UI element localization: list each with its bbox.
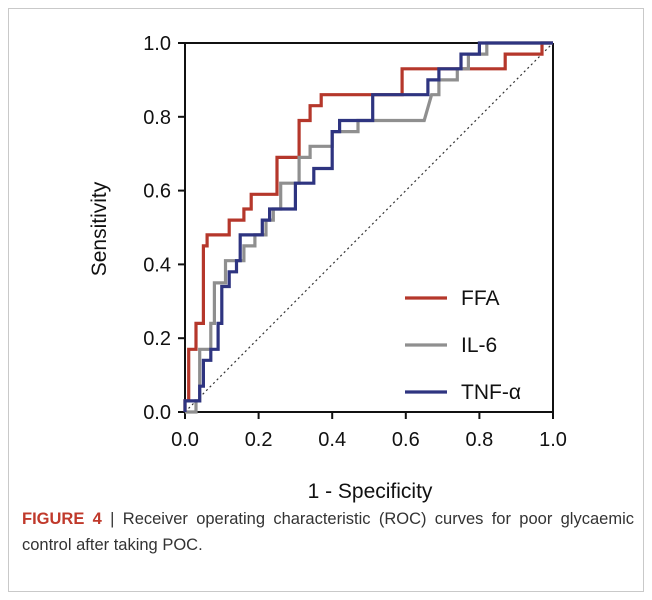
x-tick-label: 1.0 xyxy=(539,429,567,451)
roc-chart: 0.0 0.2 0.4 0.6 0.8 1.0 0.0 0.2 0.4 0.6 0.8 1.0 FFA… xyxy=(88,33,567,503)
y-tick-label: 0.4 xyxy=(143,254,171,276)
x-tick-label: 0.6 xyxy=(392,429,420,451)
x-tick-label: 0.2 xyxy=(245,429,273,451)
legend-label: FFA xyxy=(461,287,500,310)
x-tick-label: 0.0 xyxy=(171,429,199,451)
legend-label: IL-6 xyxy=(461,334,497,357)
roc-curves xyxy=(183,41,553,414)
caption-separator: | xyxy=(110,510,115,528)
roc-curve-ffa xyxy=(183,41,553,412)
y-tick-label: 1.0 xyxy=(143,33,171,55)
y-tick-label: 0.6 xyxy=(143,181,171,203)
reference-diagonal xyxy=(184,42,554,413)
figure-caption: FIGURE 4 | Receiver operating characteri… xyxy=(22,506,634,558)
caption-label: FIGURE 4 xyxy=(22,510,102,528)
roc-curve-il-6 xyxy=(185,41,553,414)
roc-curve-tnf- xyxy=(183,41,553,412)
y-axis-label: Sensitivity xyxy=(88,181,111,276)
chart-legend: FFA IL-6 TNF-α xyxy=(405,287,521,404)
x-tick-label: 0.4 xyxy=(318,429,346,451)
caption-text: Receiver operating characteristic (ROC) … xyxy=(22,510,634,554)
chart-axes: 0.0 0.2 0.4 0.6 0.8 1.0 0.0 0.2 0.4 0.6 0.8 1.0 xyxy=(143,33,567,451)
y-tick-label: 0.8 xyxy=(143,107,171,129)
figure-frame xyxy=(8,8,644,592)
y-tick-label: 0.0 xyxy=(143,402,171,424)
reference-line xyxy=(184,42,554,413)
y-tick-label: 0.2 xyxy=(143,328,171,350)
x-axis-label: 1 - Specificity xyxy=(308,480,433,503)
x-tick-label: 0.8 xyxy=(465,429,493,451)
legend-label: TNF-α xyxy=(461,381,521,404)
